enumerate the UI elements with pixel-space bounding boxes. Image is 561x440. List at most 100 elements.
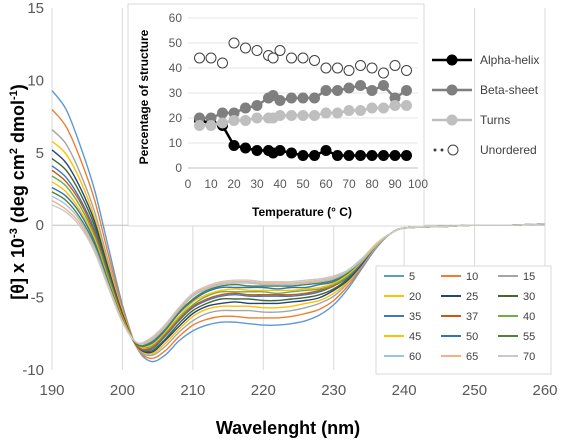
inset-series-Turns xyxy=(194,100,412,131)
inset-x-tick-label: 20 xyxy=(227,177,241,191)
main-y-tick-labels: -10 -5 0 5 10 15 xyxy=(22,0,44,379)
inset-x-tick-label: 100 xyxy=(408,177,428,191)
inset-point xyxy=(366,150,378,161)
inset-legend-item-Alpha-helix: Alpha-helix xyxy=(432,53,539,67)
inset-point xyxy=(267,52,279,64)
inset-point xyxy=(378,80,389,91)
main-legend-label: 45 xyxy=(409,331,421,343)
inset-point xyxy=(286,110,297,121)
inset-point xyxy=(240,115,251,126)
main-legend-box xyxy=(375,265,552,375)
inset-point xyxy=(297,52,309,64)
inset-point xyxy=(320,145,332,156)
main-legend-label: 70 xyxy=(523,351,535,363)
main-y-tick-label: 10 xyxy=(27,72,44,89)
inset-point xyxy=(251,100,263,111)
main-x-tick-label: 210 xyxy=(180,382,205,399)
inset-point xyxy=(309,55,320,66)
inset-point xyxy=(389,150,401,161)
inset-point xyxy=(366,102,378,114)
main-x-tick-label: 200 xyxy=(110,382,135,399)
main-legend-label: 5 xyxy=(409,271,415,283)
inset-x-tick-labels: 0 10 20 30 40 50 60 70 80 90 100 xyxy=(185,177,429,191)
inset-point xyxy=(274,45,286,56)
inset-legend-label: Alpha-helix xyxy=(480,53,539,67)
main-legend-item-35: 35 xyxy=(384,311,421,323)
main-y-axis-title: [θ] x 10-3 (deg cm2 dmol-1) xyxy=(8,84,28,299)
y-title-part-1: [θ] x 10 xyxy=(8,238,28,300)
inset-point xyxy=(401,85,412,96)
main-x-tick-label: 240 xyxy=(392,382,417,399)
inset-x-tick-label: 30 xyxy=(250,177,264,191)
inset-point xyxy=(205,120,217,131)
main-series-line-70 xyxy=(51,204,546,345)
inset-y-tick-label: 0 xyxy=(175,161,182,175)
main-legend-item-55: 55 xyxy=(498,331,535,343)
main-x-tick-label: 230 xyxy=(321,382,346,399)
inset-point xyxy=(320,107,332,119)
inset-y-tick-label: 40 xyxy=(169,61,183,75)
main-x-tick-labels: 190 200 210 220 230 240 250 260 xyxy=(39,382,557,399)
main-legend-item-30: 30 xyxy=(498,291,535,303)
y-title-sup-2: 2 xyxy=(8,148,20,154)
inset-x-axis-title: Temperature (° C) xyxy=(252,205,352,219)
inset-point xyxy=(389,100,401,111)
inset-point xyxy=(366,62,378,74)
inset-legend-item-Beta-sheet: Beta-sheet xyxy=(432,83,539,97)
inset-y-tick-labels: 0 10 20 30 40 50 60 xyxy=(169,11,183,175)
inset-legend-label: Beta-sheet xyxy=(480,83,539,97)
main-x-tick-label: 250 xyxy=(462,382,487,399)
main-legend-item-45: 45 xyxy=(384,331,421,343)
inset-point xyxy=(401,100,412,111)
main-legend-label: 35 xyxy=(409,311,421,323)
main-legend-label: 30 xyxy=(523,291,535,303)
y-title-sup-1: -3 xyxy=(8,228,20,238)
inset-point xyxy=(228,37,240,49)
inset-point xyxy=(355,60,366,71)
inset-point xyxy=(366,85,378,96)
inset-y-tick-label: 50 xyxy=(169,36,183,50)
inset-point xyxy=(332,107,343,119)
inset-point xyxy=(355,150,366,161)
inset-point xyxy=(297,150,309,161)
inset-y-axis-title: Percentage of structure xyxy=(137,29,151,164)
inset-legend-marker xyxy=(447,144,459,156)
inset-point xyxy=(240,142,251,154)
main-x-tick-label: 190 xyxy=(39,382,64,399)
inset-point xyxy=(378,67,389,79)
main-legend-label: 40 xyxy=(523,311,535,323)
inset-point xyxy=(286,52,297,64)
inset-point xyxy=(355,105,366,116)
inset-point xyxy=(217,117,228,129)
main-x-tick-label: 260 xyxy=(532,382,557,399)
inset-point xyxy=(343,82,355,94)
main-legend-item-70: 70 xyxy=(498,351,535,363)
inset-legend-item-Turns: Turns xyxy=(432,113,510,127)
main-legend-items: 5 10 15 20 25 30 35 37 40 45 50 55 60 65 70 xyxy=(384,271,535,363)
main-legend-item-5: 5 xyxy=(384,271,415,283)
main-legend-label: 65 xyxy=(466,351,478,363)
inset-point xyxy=(343,65,355,76)
main-legend-item-37: 37 xyxy=(441,311,478,323)
inset-point xyxy=(251,112,263,124)
main-legend-label: 20 xyxy=(409,291,421,303)
inset-point xyxy=(205,52,217,64)
inset-series xyxy=(194,37,412,161)
inset-point xyxy=(309,92,320,104)
inset-point xyxy=(228,115,240,126)
inset-point xyxy=(286,92,297,104)
main-legend-item-50: 50 xyxy=(441,331,478,343)
main-legend-label: 50 xyxy=(466,331,478,343)
inset-series-Unordered xyxy=(194,37,412,79)
inset-x-tick-label: 80 xyxy=(365,177,379,191)
main-y-tick-label: 15 xyxy=(27,0,44,17)
inset-point xyxy=(401,150,412,161)
inset-point xyxy=(332,85,343,96)
main-legend-item-15: 15 xyxy=(498,271,535,283)
main-y-tick-label: 5 xyxy=(36,145,44,162)
inset-point xyxy=(240,42,251,54)
inset-legend-label: Turns xyxy=(480,113,510,127)
inset-legend: Alpha-helix Beta-sheet Turns Unordered xyxy=(432,53,539,157)
inset-point xyxy=(320,62,332,74)
